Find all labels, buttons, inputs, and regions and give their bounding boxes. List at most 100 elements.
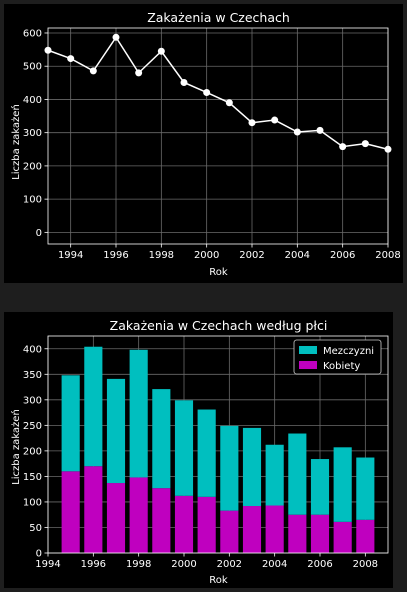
x-tick-label: 1998 bbox=[126, 559, 151, 570]
x-tick-label: 2008 bbox=[375, 250, 400, 261]
bar-kobiety-1998 bbox=[129, 477, 148, 553]
y-tick-label: 250 bbox=[23, 421, 42, 432]
bar-mezczyzni-1999 bbox=[152, 389, 171, 489]
x-tick-label: 1996 bbox=[103, 250, 128, 261]
bar-mezczyzni-2000 bbox=[174, 400, 194, 496]
legend-label-kobiety: Kobiety bbox=[323, 361, 360, 372]
y-tick-label: 100 bbox=[23, 497, 42, 508]
data-point bbox=[67, 55, 75, 63]
bar-kobiety-2002 bbox=[220, 510, 239, 553]
stacked-bar-chart: Zakażenia w Czechach według płci 1994 199… bbox=[10, 318, 389, 586]
x-tick-label: 1994 bbox=[35, 559, 60, 570]
bar-mezczyzni-1998 bbox=[129, 349, 148, 478]
legend-swatch-kobiety bbox=[299, 361, 317, 369]
bar-kobiety-2005 bbox=[288, 514, 307, 553]
x-axis-label: Rok bbox=[209, 575, 228, 586]
data-point bbox=[135, 69, 143, 77]
x-tick-label: 2000 bbox=[171, 559, 196, 570]
x-tick-label: 2006 bbox=[307, 559, 332, 570]
bar-kobiety-1995 bbox=[61, 471, 80, 553]
x-axis-ticks: 1994 1996 1998 2000 2002 2004 2006 2008 bbox=[35, 553, 378, 570]
data-point bbox=[203, 88, 211, 96]
bar-kobiety-2008 bbox=[356, 519, 375, 553]
axes-frame bbox=[47, 27, 389, 245]
legend-swatch-mezczyzni bbox=[299, 346, 317, 354]
y-axis-ticks: 0 100 200 300 400 500 600 bbox=[23, 28, 48, 239]
series-line bbox=[47, 35, 389, 151]
bar-chart-panel: Zakażenia w Czechach według płci 1994 199… bbox=[4, 312, 393, 588]
data-point bbox=[293, 128, 301, 136]
x-tick-label: 1994 bbox=[58, 250, 83, 261]
x-tick-label: 2002 bbox=[239, 250, 264, 261]
x-tick-label: 2004 bbox=[285, 250, 310, 261]
chart-title: Zakażenia w Czechach bbox=[147, 10, 290, 25]
x-tick-label: 1996 bbox=[81, 559, 106, 570]
bar-mezczyzni-2005 bbox=[288, 433, 307, 515]
x-tick-label: 2004 bbox=[262, 559, 287, 570]
y-tick-label: 200 bbox=[23, 161, 42, 172]
y-tick-label: 100 bbox=[23, 195, 42, 206]
x-axis-label: Rok bbox=[209, 267, 228, 278]
line-chart-panel: Zakażenia w Czechach 1994 1996 1998 2000 200… bbox=[4, 4, 403, 283]
data-point bbox=[339, 143, 347, 151]
y-tick-label: 300 bbox=[23, 395, 42, 406]
bar-kobiety-1997 bbox=[106, 483, 126, 553]
data-point bbox=[44, 46, 52, 54]
bar-mezczyzni-1995 bbox=[61, 375, 80, 472]
y-tick-label: 350 bbox=[23, 370, 42, 381]
y-tick-label: 500 bbox=[23, 62, 42, 73]
data-point bbox=[157, 47, 165, 55]
x-tick-label: 2006 bbox=[330, 250, 355, 261]
data-point bbox=[271, 116, 279, 124]
y-tick-label: 150 bbox=[23, 472, 42, 483]
bar-mezczyzni-2004 bbox=[265, 444, 284, 506]
axes-frame bbox=[47, 335, 389, 554]
bar-kobiety-2004 bbox=[265, 505, 284, 553]
bar-kobiety-2003 bbox=[242, 506, 262, 553]
grid bbox=[48, 28, 389, 244]
x-tick-label: 2000 bbox=[194, 250, 219, 261]
bar-mezczyzni-2002 bbox=[220, 425, 239, 511]
y-tick-label: 200 bbox=[23, 446, 42, 457]
y-axis-label: Liczba zakażeń bbox=[10, 409, 22, 485]
bar-mezczyzni-1997 bbox=[106, 378, 126, 484]
y-axis-ticks: 0 50 100 150 200 250 300 350 400 bbox=[23, 344, 48, 560]
x-tick-label: 2008 bbox=[353, 559, 378, 570]
y-tick-label: 50 bbox=[29, 523, 42, 534]
data-point bbox=[384, 145, 392, 153]
legend-label-mezczyzni: Mezczyzni bbox=[323, 346, 374, 357]
x-tick-label: 2002 bbox=[217, 559, 242, 570]
bar-kobiety-2000 bbox=[174, 495, 194, 553]
bar-mezczyzni-2007 bbox=[333, 447, 352, 522]
bar-kobiety-1999 bbox=[152, 488, 171, 553]
bar-mezczyzni-2003 bbox=[242, 427, 262, 507]
bars bbox=[61, 346, 375, 553]
y-tick-label: 600 bbox=[23, 28, 42, 39]
data-point bbox=[361, 140, 369, 148]
x-tick-label: 1998 bbox=[149, 250, 174, 261]
y-tick-label: 0 bbox=[36, 228, 42, 239]
data-point bbox=[112, 33, 120, 41]
y-tick-label: 400 bbox=[23, 344, 42, 355]
line-chart: Zakażenia w Czechach 1994 1996 1998 2000 200… bbox=[10, 10, 401, 278]
bar-mezczyzni-2001 bbox=[197, 409, 216, 497]
bar-kobiety-1996 bbox=[84, 466, 103, 553]
axes-frame bbox=[47, 335, 389, 554]
bar-kobiety-2007 bbox=[333, 521, 352, 553]
data-point bbox=[316, 126, 324, 134]
data-point bbox=[180, 78, 188, 86]
data-point bbox=[248, 119, 256, 127]
bar-kobiety-2006 bbox=[310, 514, 330, 553]
bar-kobiety-2001 bbox=[197, 496, 216, 553]
y-tick-label: 400 bbox=[23, 95, 42, 106]
plot-area bbox=[44, 27, 392, 245]
bar-mezczyzni-2008 bbox=[356, 457, 375, 520]
bar-mezczyzni-2006 bbox=[310, 459, 330, 515]
legend: Mezczyzni Kobiety bbox=[293, 339, 382, 375]
y-tick-label: 300 bbox=[23, 128, 42, 139]
y-axis-label: Liczba zakażeń bbox=[10, 104, 22, 180]
chart-title: Zakażenia w Czechach według płci bbox=[110, 318, 328, 333]
y-tick-label: 0 bbox=[36, 549, 42, 560]
x-axis-ticks: 1994 1996 1998 2000 2002 2004 2006 2008 bbox=[58, 244, 401, 261]
data-point bbox=[225, 99, 233, 107]
